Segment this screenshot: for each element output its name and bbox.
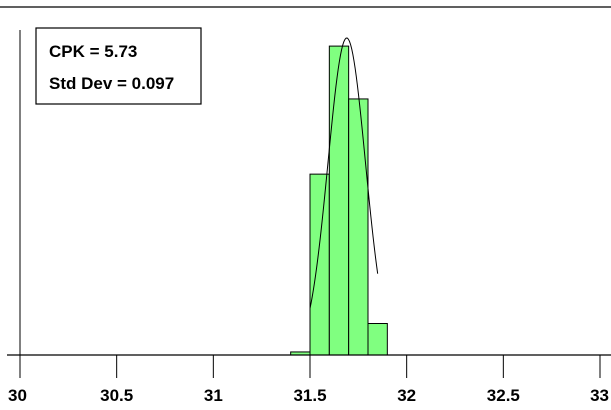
x-tick-label: 31.5: [293, 386, 326, 405]
x-tick-label: 32.5: [487, 386, 520, 405]
histogram-bar: [328, 45, 350, 356]
x-axis-ticks: 30 30.5 31 31.5 32 32.5 33: [8, 355, 609, 405]
histogram-bars: [290, 45, 388, 356]
histogram-bar: [367, 323, 388, 356]
histogram-bar: [309, 173, 330, 356]
std-dev-label: Std Dev = 0.097: [49, 74, 174, 93]
x-tick-label: 32: [397, 386, 416, 405]
x-tick-label: 33: [590, 386, 609, 405]
normal-curve: [309, 37, 379, 309]
cpk-label: CPK = 5.73: [49, 42, 137, 61]
x-tick-label: 30: [8, 386, 27, 405]
x-tick-label: 31: [204, 386, 223, 405]
stats-box-border: [35, 27, 202, 105]
histogram-bar: [348, 98, 369, 356]
x-tick-label: 30.5: [100, 386, 133, 405]
stats-box: CPK = 5.73 Std Dev = 0.097: [35, 27, 202, 105]
